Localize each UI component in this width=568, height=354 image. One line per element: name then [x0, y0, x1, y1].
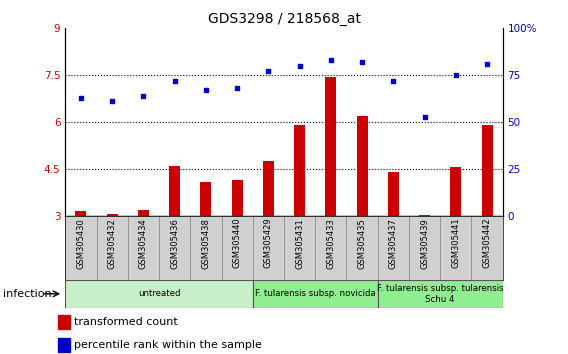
- Bar: [65, 280, 253, 308]
- Bar: [159, 216, 190, 280]
- Bar: [59, 315, 70, 329]
- Bar: [97, 216, 128, 280]
- Bar: [450, 167, 461, 216]
- Point: [108, 99, 117, 104]
- Bar: [378, 216, 409, 280]
- Point: [358, 59, 367, 65]
- Bar: [190, 216, 222, 280]
- Bar: [232, 180, 243, 216]
- Text: GSM305442: GSM305442: [483, 218, 491, 268]
- Bar: [388, 172, 399, 216]
- Text: percentile rank within the sample: percentile rank within the sample: [74, 340, 262, 350]
- Bar: [440, 216, 471, 280]
- Text: GSM305440: GSM305440: [233, 218, 241, 268]
- Text: transformed count: transformed count: [74, 317, 178, 327]
- Bar: [346, 216, 378, 280]
- Point: [170, 78, 179, 84]
- Text: GSM305432: GSM305432: [108, 218, 116, 269]
- Text: infection: infection: [3, 289, 52, 299]
- Bar: [482, 125, 492, 216]
- Text: GSM305437: GSM305437: [389, 218, 398, 269]
- Bar: [107, 215, 118, 216]
- Bar: [263, 161, 274, 216]
- Text: untreated: untreated: [138, 289, 180, 298]
- Bar: [65, 216, 97, 280]
- Bar: [76, 211, 86, 216]
- Point: [389, 78, 398, 84]
- Point: [295, 63, 304, 69]
- Text: GSM305434: GSM305434: [139, 218, 148, 269]
- Point: [264, 69, 273, 74]
- Bar: [378, 280, 503, 308]
- Bar: [409, 216, 440, 280]
- Point: [202, 87, 211, 93]
- Point: [139, 93, 148, 99]
- Bar: [419, 215, 430, 216]
- Text: GSM305439: GSM305439: [420, 218, 429, 269]
- Bar: [59, 338, 70, 352]
- Bar: [138, 210, 149, 216]
- Bar: [222, 216, 253, 280]
- Text: GSM305431: GSM305431: [295, 218, 304, 269]
- Point: [420, 114, 429, 119]
- Point: [76, 95, 86, 101]
- Bar: [284, 216, 315, 280]
- Bar: [471, 216, 503, 280]
- Point: [483, 61, 492, 67]
- Text: F. tularensis subsp. novicida: F. tularensis subsp. novicida: [255, 289, 375, 298]
- Text: GSM305441: GSM305441: [452, 218, 460, 268]
- Text: GSM305435: GSM305435: [358, 218, 366, 269]
- Text: GSM305430: GSM305430: [77, 218, 85, 269]
- Bar: [201, 182, 211, 216]
- Bar: [128, 216, 159, 280]
- Bar: [169, 166, 180, 216]
- Point: [326, 57, 335, 63]
- Bar: [253, 280, 378, 308]
- Text: GSM305433: GSM305433: [327, 218, 335, 269]
- Bar: [325, 77, 336, 216]
- Bar: [294, 125, 305, 216]
- Text: F. tularensis subsp. tularensis
Schu 4: F. tularensis subsp. tularensis Schu 4: [377, 284, 503, 303]
- Bar: [253, 216, 284, 280]
- Text: GSM305429: GSM305429: [264, 218, 273, 268]
- Point: [451, 73, 460, 78]
- Text: GDS3298 / 218568_at: GDS3298 / 218568_at: [207, 12, 361, 27]
- Bar: [357, 116, 367, 216]
- Bar: [315, 216, 346, 280]
- Point: [233, 86, 242, 91]
- Text: GSM305436: GSM305436: [170, 218, 179, 269]
- Text: GSM305438: GSM305438: [202, 218, 210, 269]
